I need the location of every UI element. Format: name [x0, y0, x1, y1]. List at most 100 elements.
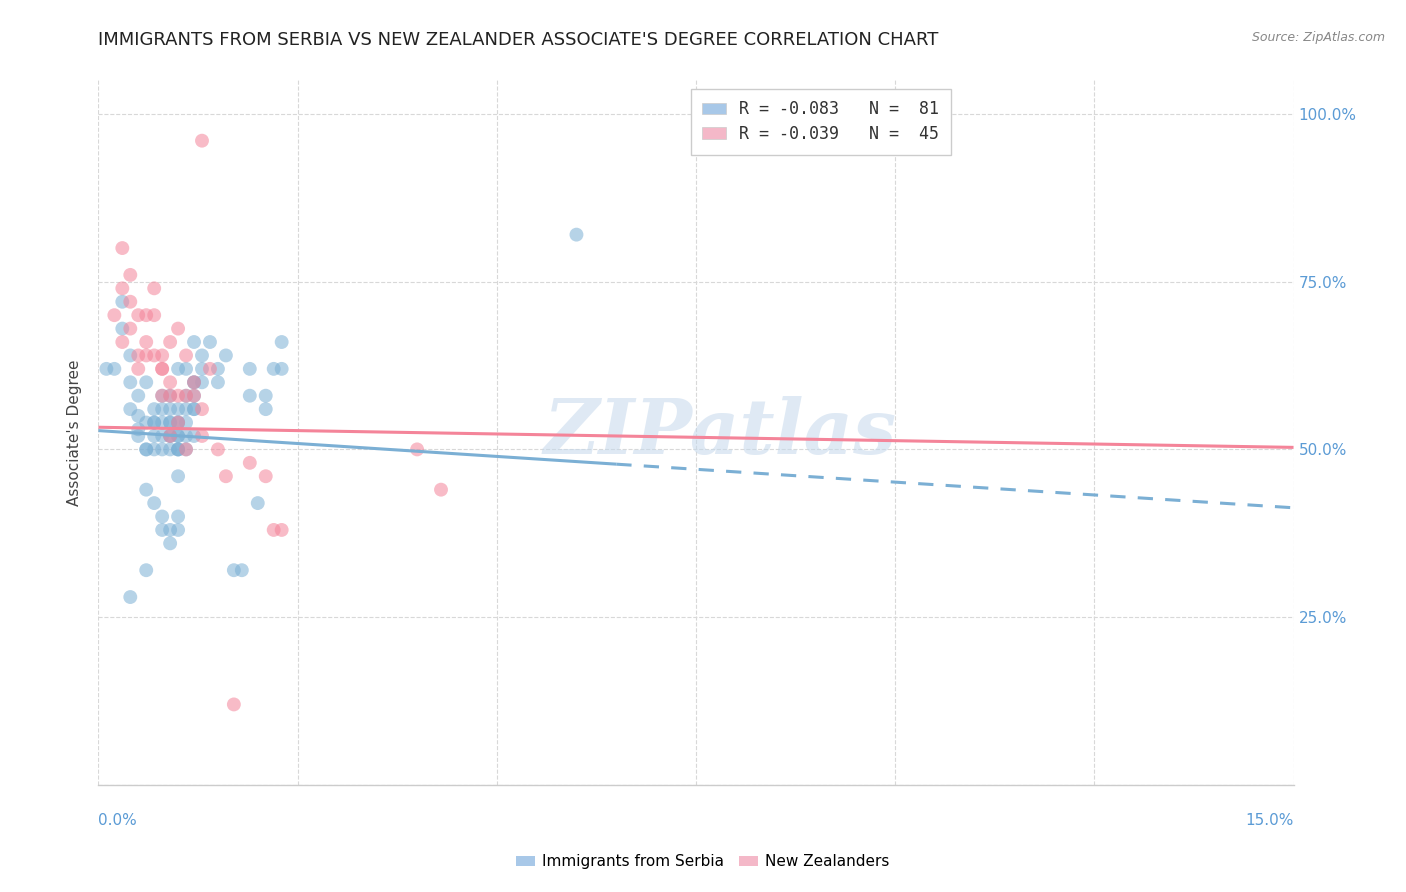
Point — [127, 389, 149, 403]
Point — [159, 389, 181, 403]
Point — [565, 227, 588, 242]
Point — [135, 442, 157, 457]
Point — [135, 334, 157, 349]
Point — [207, 376, 229, 390]
Point — [143, 442, 166, 457]
Point — [120, 376, 142, 390]
Point — [167, 416, 190, 430]
Point — [150, 429, 173, 443]
Point — [183, 389, 205, 403]
Point — [174, 402, 197, 417]
Point — [135, 563, 157, 577]
Point — [159, 429, 181, 443]
Point — [150, 509, 173, 524]
Point — [254, 402, 277, 417]
Point — [111, 241, 134, 255]
Point — [150, 362, 173, 376]
Point — [167, 389, 190, 403]
Point — [207, 362, 229, 376]
Point — [191, 402, 214, 417]
Point — [159, 429, 181, 443]
Point — [167, 321, 190, 335]
Point — [120, 590, 142, 604]
Point — [167, 469, 190, 483]
Point — [150, 362, 173, 376]
Point — [270, 523, 292, 537]
Point — [159, 389, 181, 403]
Point — [135, 348, 157, 362]
Point — [150, 402, 173, 417]
Point — [174, 442, 197, 457]
Point — [254, 389, 277, 403]
Point — [127, 422, 149, 436]
Point — [270, 334, 292, 349]
Point — [222, 563, 245, 577]
Point — [111, 281, 134, 295]
Point — [239, 362, 262, 376]
Point — [167, 429, 190, 443]
Point — [120, 321, 142, 335]
Point — [183, 376, 205, 390]
Point — [96, 362, 118, 376]
Point — [167, 402, 190, 417]
Point — [120, 294, 142, 309]
Point — [111, 334, 134, 349]
Point — [135, 308, 157, 322]
Point — [174, 389, 197, 403]
Point — [159, 536, 181, 550]
Point — [159, 402, 181, 417]
Text: 15.0%: 15.0% — [1246, 814, 1294, 828]
Point — [254, 469, 277, 483]
Point — [239, 456, 262, 470]
Point — [167, 442, 190, 457]
Point — [159, 376, 181, 390]
Point — [183, 334, 205, 349]
Point — [207, 442, 229, 457]
Point — [183, 402, 205, 417]
Point — [111, 321, 134, 335]
Point — [135, 376, 157, 390]
Point — [127, 362, 149, 376]
Point — [406, 442, 429, 457]
Point — [183, 402, 205, 417]
Point — [103, 362, 125, 376]
Point — [111, 294, 134, 309]
Point — [167, 416, 190, 430]
Point — [159, 416, 181, 430]
Text: ZIPatlas: ZIPatlas — [543, 396, 897, 469]
Point — [174, 416, 197, 430]
Point — [174, 362, 197, 376]
Point — [103, 308, 125, 322]
Point — [198, 334, 221, 349]
Point — [143, 281, 166, 295]
Point — [263, 523, 285, 537]
Point — [191, 376, 214, 390]
Point — [127, 429, 149, 443]
Point — [215, 469, 238, 483]
Legend: R = -0.083   N =  81, R = -0.039   N =  45: R = -0.083 N = 81, R = -0.039 N = 45 — [690, 88, 950, 154]
Point — [143, 416, 166, 430]
Point — [174, 348, 197, 362]
Point — [150, 389, 173, 403]
Point — [183, 376, 205, 390]
Point — [159, 416, 181, 430]
Point — [127, 348, 149, 362]
Point — [143, 348, 166, 362]
Text: 0.0%: 0.0% — [98, 814, 138, 828]
Point — [167, 523, 190, 537]
Point — [174, 429, 197, 443]
Point — [150, 523, 173, 537]
Point — [263, 362, 285, 376]
Point — [120, 402, 142, 417]
Point — [231, 563, 253, 577]
Point — [135, 416, 157, 430]
Point — [167, 509, 190, 524]
Point — [159, 429, 181, 443]
Text: IMMIGRANTS FROM SERBIA VS NEW ZEALANDER ASSOCIATE'S DEGREE CORRELATION CHART: IMMIGRANTS FROM SERBIA VS NEW ZEALANDER … — [98, 31, 939, 49]
Point — [191, 362, 214, 376]
Point — [150, 442, 173, 457]
Legend: Immigrants from Serbia, New Zealanders: Immigrants from Serbia, New Zealanders — [510, 848, 896, 875]
Point — [159, 523, 181, 537]
Point — [150, 416, 173, 430]
Point — [167, 429, 190, 443]
